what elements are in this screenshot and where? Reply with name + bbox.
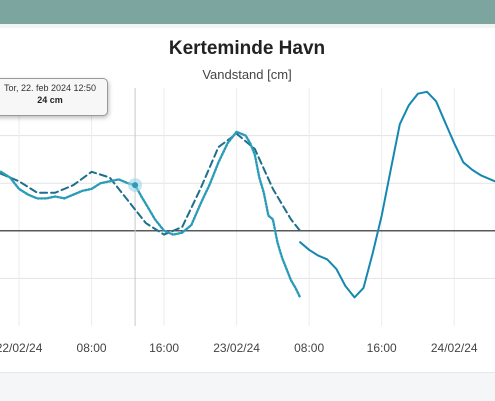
series-line-0	[0, 132, 302, 236]
footer-band	[0, 372, 495, 401]
x-tick-label: 24/02/24	[431, 341, 478, 355]
series-lines	[0, 90, 495, 299]
hover-marker	[128, 178, 143, 193]
tooltip: Tor, 22. feb 2024 12:50 24 cm	[0, 78, 108, 116]
x-tick-label: 08:00	[77, 341, 107, 355]
gridlines	[0, 88, 495, 326]
header-divider	[0, 24, 495, 28]
x-tick-label: 16:00	[149, 341, 179, 355]
water-level-chart: Kerteminde Havn Vandstand [cm] 22/02/24 0…	[0, 38, 495, 355]
x-axis-ticks: 22/02/24 08:00 16:00 23/02/24 08:00 16:00 24/0…	[0, 341, 478, 355]
x-tick-label: 22/02/24	[0, 341, 43, 355]
series-line-2	[299, 90, 495, 299]
series-line-1	[0, 130, 302, 299]
chart-subtitle: Vandstand [cm]	[202, 67, 291, 82]
tooltip-date: Tor, 22. feb 2024 12:50	[3, 83, 97, 93]
chart-title: Kerteminde Havn	[169, 38, 325, 59]
x-tick-label: 16:00	[367, 341, 397, 355]
x-tick-label: 23/02/24	[213, 341, 260, 355]
header-band	[0, 0, 495, 24]
tooltip-value: 24 cm	[37, 95, 63, 105]
hover-point	[132, 182, 139, 189]
x-tick-label: 08:00	[294, 341, 324, 355]
